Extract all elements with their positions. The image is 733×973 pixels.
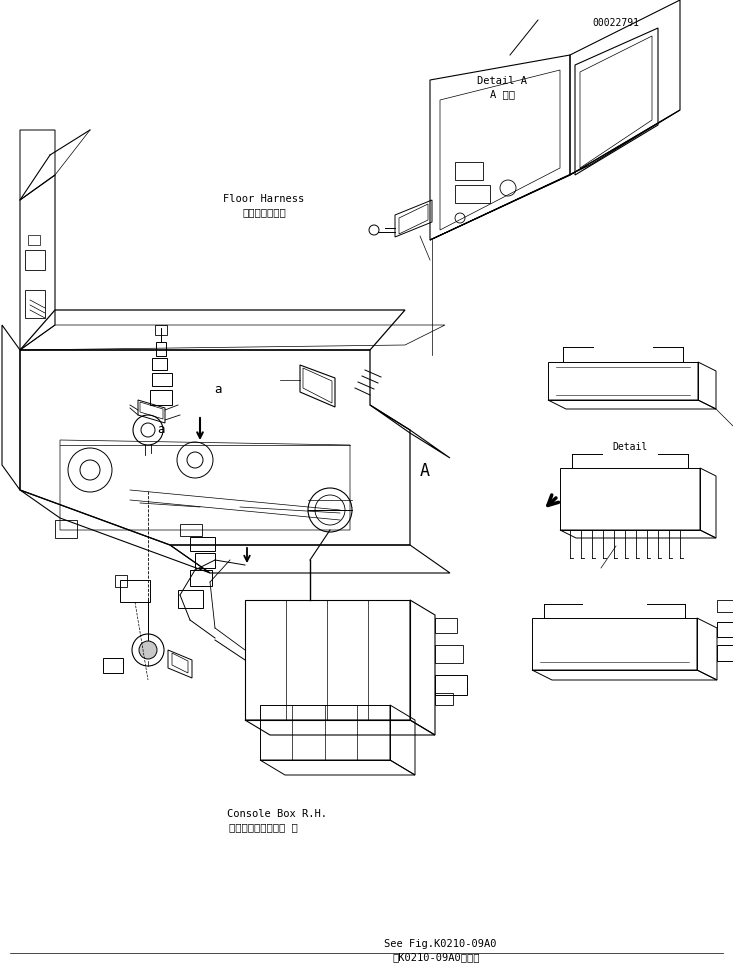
Circle shape bbox=[139, 641, 157, 659]
Bar bbox=[28, 235, 40, 245]
Text: コンソールボックス 右: コンソールボックス 右 bbox=[229, 822, 298, 832]
Text: フロアハーネス: フロアハーネス bbox=[242, 207, 286, 217]
Text: a: a bbox=[158, 423, 165, 436]
Bar bbox=[115, 575, 127, 587]
Bar bbox=[152, 373, 172, 386]
Bar bbox=[155, 325, 167, 335]
Bar bbox=[55, 520, 77, 538]
Text: A 詳細: A 詳細 bbox=[490, 90, 515, 99]
Bar bbox=[195, 553, 215, 568]
Text: 第K0210-09A0図参照: 第K0210-09A0図参照 bbox=[392, 953, 479, 962]
Text: A: A bbox=[419, 462, 430, 480]
Bar bbox=[435, 618, 457, 633]
Bar bbox=[435, 645, 463, 663]
Bar bbox=[103, 658, 123, 673]
Bar bbox=[435, 675, 467, 695]
Bar bbox=[180, 524, 202, 536]
Text: a: a bbox=[215, 383, 222, 396]
Bar bbox=[455, 162, 483, 180]
Bar bbox=[150, 390, 172, 405]
Bar bbox=[156, 342, 166, 356]
Text: Detail A: Detail A bbox=[477, 76, 527, 86]
Text: See Fig.K0210-09A0: See Fig.K0210-09A0 bbox=[384, 939, 496, 949]
Bar bbox=[152, 358, 167, 370]
Bar bbox=[178, 590, 203, 608]
Bar bbox=[717, 622, 733, 637]
Text: 00022791: 00022791 bbox=[592, 18, 639, 27]
Bar bbox=[455, 185, 490, 203]
Bar bbox=[25, 290, 45, 318]
Bar bbox=[120, 580, 150, 602]
Bar bbox=[190, 537, 215, 551]
Bar bbox=[717, 600, 733, 612]
Bar bbox=[25, 250, 45, 270]
Text: Console Box R.H.: Console Box R.H. bbox=[227, 809, 327, 818]
Bar bbox=[190, 570, 212, 586]
Text: Detail: Detail bbox=[612, 442, 648, 452]
Bar bbox=[435, 693, 453, 705]
Bar bbox=[717, 645, 733, 661]
Text: Floor Harness: Floor Harness bbox=[224, 194, 304, 203]
